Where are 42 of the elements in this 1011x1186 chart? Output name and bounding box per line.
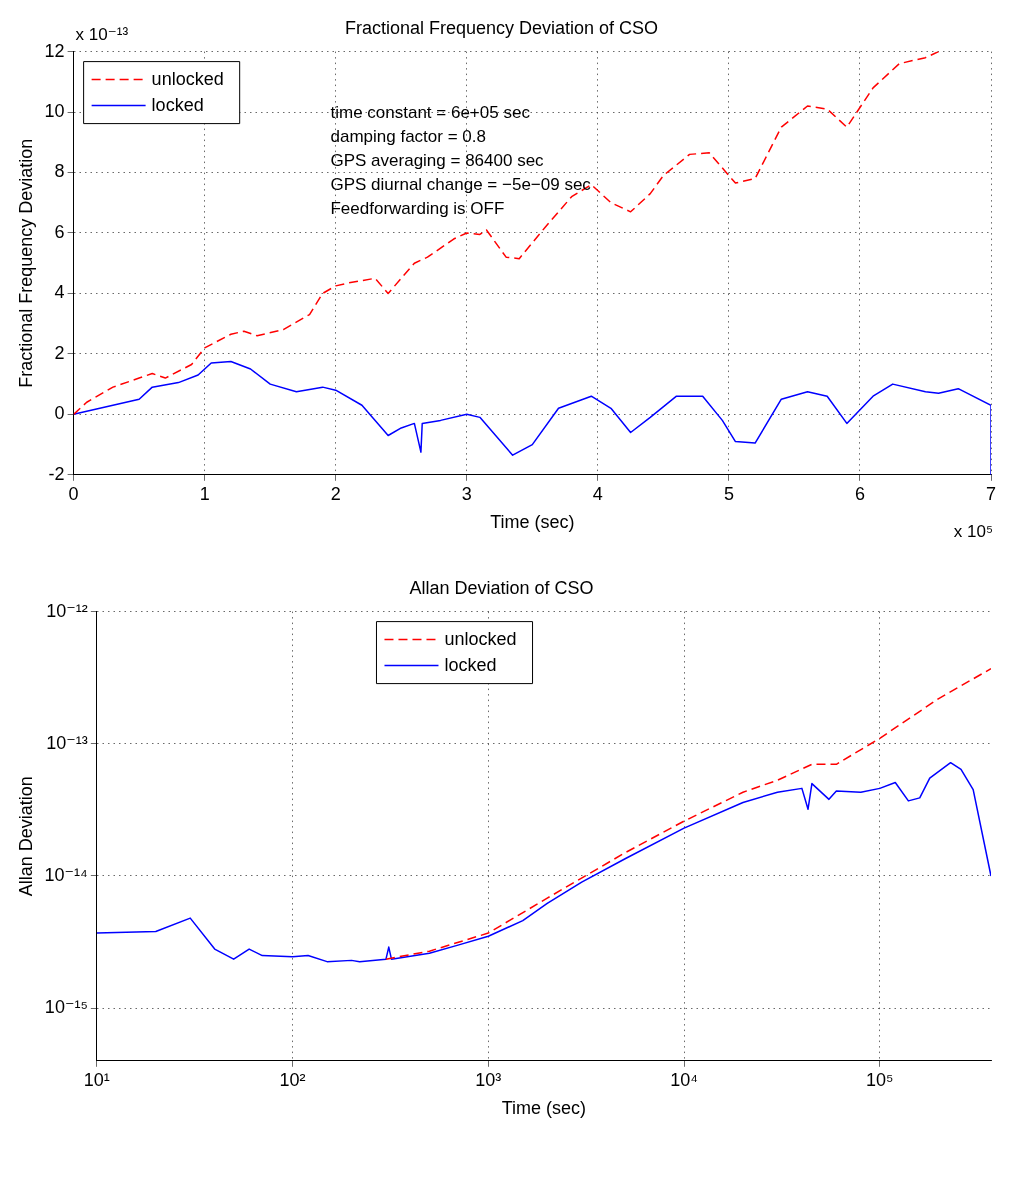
x-tick-label: 10⁵ bbox=[866, 1069, 894, 1090]
x-tick-label: 10² bbox=[279, 1069, 306, 1090]
x-tick-label: 6 bbox=[854, 483, 865, 504]
text: x 10⁵ bbox=[953, 522, 993, 542]
y-tick-label: 8 bbox=[54, 161, 65, 182]
y-tick-label: 2 bbox=[54, 342, 65, 363]
y-tick-label: 10⁻¹³ bbox=[46, 732, 88, 753]
x-tick-label: 4 bbox=[592, 483, 603, 504]
line-series bbox=[73, 51, 940, 416]
annotation: Feedforwarding is OFF bbox=[330, 199, 505, 219]
x-tick-label: 5 bbox=[723, 483, 734, 504]
legend-label: unlocked bbox=[151, 68, 224, 89]
y-axis-title: Allan Deviation bbox=[15, 776, 36, 897]
y-axis-title: Fractional Frequency Deviation bbox=[15, 138, 36, 388]
y-tick-label: 10⁻¹⁴ bbox=[44, 864, 88, 885]
annotation: time constant = 6e+05 sec bbox=[330, 103, 531, 123]
x-tick-label: 10⁴ bbox=[670, 1069, 698, 1090]
x-axis-title: Time (sec) bbox=[490, 512, 575, 533]
annotation: GPS averaging = 86400 sec bbox=[330, 151, 545, 171]
x-tick-label: 3 bbox=[461, 483, 472, 504]
y-tick-label: 4 bbox=[54, 282, 65, 303]
y-tick-label: -2 bbox=[48, 463, 65, 484]
chart-title: Allan Deviation of CSO bbox=[409, 577, 594, 598]
x-tick-label: 10¹ bbox=[83, 1069, 110, 1090]
x-tick-label: 10³ bbox=[475, 1069, 502, 1090]
chart-title: Fractional Frequency Deviation of CSO bbox=[344, 17, 659, 38]
x-tick-label: 2 bbox=[330, 483, 341, 504]
legend-label: unlocked bbox=[444, 628, 517, 649]
legend-label: locked bbox=[444, 654, 497, 675]
y-tick-label: 10 bbox=[44, 101, 65, 122]
y-tick-label: 6 bbox=[54, 221, 65, 242]
y-tick-label: 12 bbox=[44, 40, 65, 61]
annotation: damping factor = 0.8 bbox=[330, 127, 486, 147]
text: x 10⁻¹³ bbox=[75, 25, 129, 45]
legend-label: locked bbox=[151, 94, 204, 115]
y-tick-label: 10⁻¹⁵ bbox=[44, 997, 88, 1018]
annotation: GPS diurnal change = −5e−09 sec bbox=[330, 175, 592, 195]
y-tick-label: 10⁻¹² bbox=[46, 600, 88, 621]
x-tick-label: 7 bbox=[985, 483, 997, 504]
y-tick-label: 0 bbox=[54, 403, 65, 424]
x-axis-title: Time (sec) bbox=[501, 1098, 587, 1119]
x-tick-label: 1 bbox=[199, 483, 210, 504]
